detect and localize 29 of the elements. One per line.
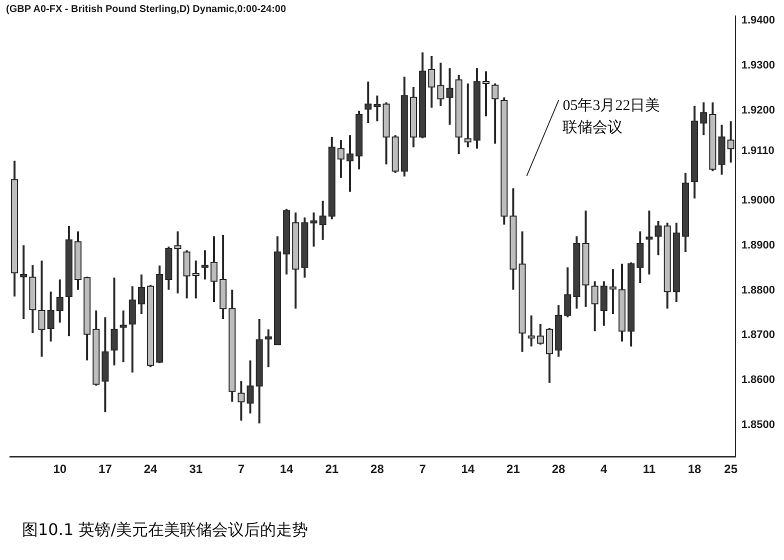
x-tick-label: 25 [724, 462, 738, 476]
x-tick-label: 31 [189, 462, 203, 476]
x-tick-label: 21 [325, 462, 339, 476]
x-tick-label: 24 [144, 462, 158, 476]
x-tick-label: 7 [419, 462, 426, 476]
text: 图10.1 英镑/美元在美联储会议后的走势 [22, 520, 308, 541]
y-tick-label: 1.9200 [741, 104, 776, 116]
x-tick-label: 11 [642, 462, 656, 476]
y-tick-label: 1.8500 [741, 419, 776, 432]
x-tick-label: 7 [238, 462, 245, 476]
x-tick-label: 21 [506, 462, 520, 476]
y-tick-label: 1.9110 [741, 144, 774, 157]
y-tick-label: 1.9000 [741, 194, 776, 206]
x-tick-label: 14 [461, 462, 475, 476]
y-tick-label: 1.8600 [741, 374, 776, 386]
x-tick-label: 17 [98, 462, 112, 476]
x-tick-label: 28 [370, 462, 384, 476]
x-tick-label: 14 [280, 462, 294, 476]
y-tick-label: 1.9300 [741, 59, 776, 72]
y-tick-label: 1.8800 [741, 284, 776, 296]
x-tick-label: 10 [53, 462, 67, 476]
chart-subtitle: (GBP A0-FX - British Pound Sterling,D) Dynamic,0:00-24:00 [6, 4, 286, 15]
x-tick-label: 28 [552, 462, 566, 476]
y-tick-label: 1.9400 [741, 14, 776, 27]
annotation: 05年3月22日美联储会议 [562, 97, 660, 136]
x-tick-label: 18 [688, 462, 702, 476]
y-tick-label: 1.8700 [741, 329, 776, 342]
x-tick-label: 4 [600, 462, 608, 476]
y-tick-label: 1.8900 [741, 239, 776, 252]
